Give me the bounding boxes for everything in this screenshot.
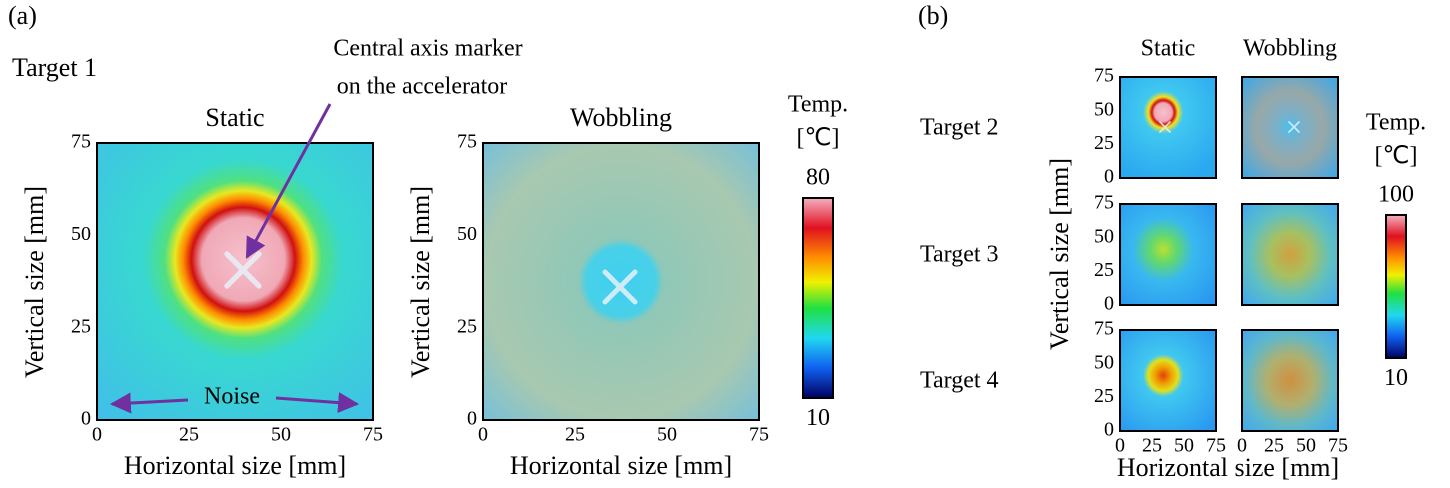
- figure: (a) Target 1 Central axis marker on the acc…: [0, 0, 1450, 488]
- y-axis-label: Vertical size [mm]: [20, 186, 49, 378]
- y-tick-label: 50: [1094, 351, 1114, 373]
- x-tick-label: 25: [179, 424, 199, 446]
- noise-label: Noise: [204, 384, 260, 410]
- y-tick-label: 0: [1104, 166, 1114, 188]
- x-tick-label: 25: [565, 424, 585, 446]
- row-label: Target 4: [920, 368, 999, 394]
- thermal-image: [1242, 204, 1338, 305]
- y-tick-label: 0: [467, 408, 477, 430]
- y-tick-label: 75: [457, 131, 477, 153]
- row-label: Target 1: [12, 53, 97, 82]
- y-tick-label: 75: [1094, 65, 1114, 87]
- panel-label: (b): [918, 1, 948, 30]
- thermal-image: [1242, 77, 1338, 178]
- thermal-image: [1120, 330, 1216, 431]
- colorbar: [1386, 215, 1406, 358]
- y-axis-label: Vertical size [mm]: [406, 186, 435, 378]
- thermal-image: [1242, 330, 1338, 431]
- annotation: on the accelerator: [337, 74, 508, 100]
- annotation: Central axis marker: [333, 36, 522, 62]
- column-title: Wobbling: [1243, 36, 1337, 62]
- colorbar-title: Temp.: [788, 92, 848, 118]
- y-tick-label: 0: [81, 408, 91, 430]
- y-tick-label: 25: [71, 315, 91, 337]
- colorbar-title: [℃]: [797, 125, 840, 151]
- thermal-image: [1120, 77, 1216, 178]
- x-tick-label: 0: [92, 424, 102, 446]
- x-tick-label: 50: [271, 424, 291, 446]
- colorbar-max: 100: [1378, 181, 1414, 207]
- colorbar-min: 10: [1384, 365, 1408, 391]
- plot-title: Static: [205, 103, 264, 132]
- y-tick-label: 50: [1094, 98, 1114, 120]
- x-tick-label: 0: [478, 424, 488, 446]
- y-tick-label: 25: [457, 315, 477, 337]
- y-tick-label: 75: [1094, 318, 1114, 340]
- y-tick-label: 25: [1094, 132, 1114, 154]
- y-tick-label: 50: [457, 223, 477, 245]
- row-label: Target 2: [920, 115, 999, 141]
- column-title: Static: [1141, 36, 1196, 62]
- y-tick-label: 25: [1094, 259, 1114, 281]
- x-axis-label: Horizontal size [mm]: [124, 451, 346, 480]
- x-axis-label: Horizontal size [mm]: [510, 451, 732, 480]
- y-tick-label: 75: [1094, 192, 1114, 214]
- x-tick-label: 75: [363, 424, 383, 446]
- plot-title: Wobbling: [570, 103, 672, 132]
- y-axis-label: Vertical size [mm]: [1045, 158, 1074, 350]
- y-tick-label: 50: [1094, 225, 1114, 247]
- colorbar-min: 10: [806, 405, 830, 431]
- y-tick-label: 75: [71, 131, 91, 153]
- row-label: Target 3: [920, 242, 999, 268]
- y-tick-label: 25: [1094, 385, 1114, 407]
- thermal-image: [1120, 204, 1216, 305]
- y-tick-label: 0: [1104, 419, 1114, 441]
- x-axis-label: Horizontal size [mm]: [1117, 453, 1339, 482]
- colorbar-max: 80: [806, 164, 830, 190]
- panel-label: (a): [8, 1, 37, 30]
- thermal-image: [483, 143, 759, 420]
- colorbar: [803, 198, 833, 398]
- x-tick-label: 75: [749, 424, 769, 446]
- colorbar-title: [℃]: [1375, 143, 1418, 169]
- y-tick-label: 50: [71, 223, 91, 245]
- colorbar-title: Temp.: [1366, 110, 1426, 136]
- y-tick-label: 0: [1104, 293, 1114, 315]
- x-tick-label: 50: [657, 424, 677, 446]
